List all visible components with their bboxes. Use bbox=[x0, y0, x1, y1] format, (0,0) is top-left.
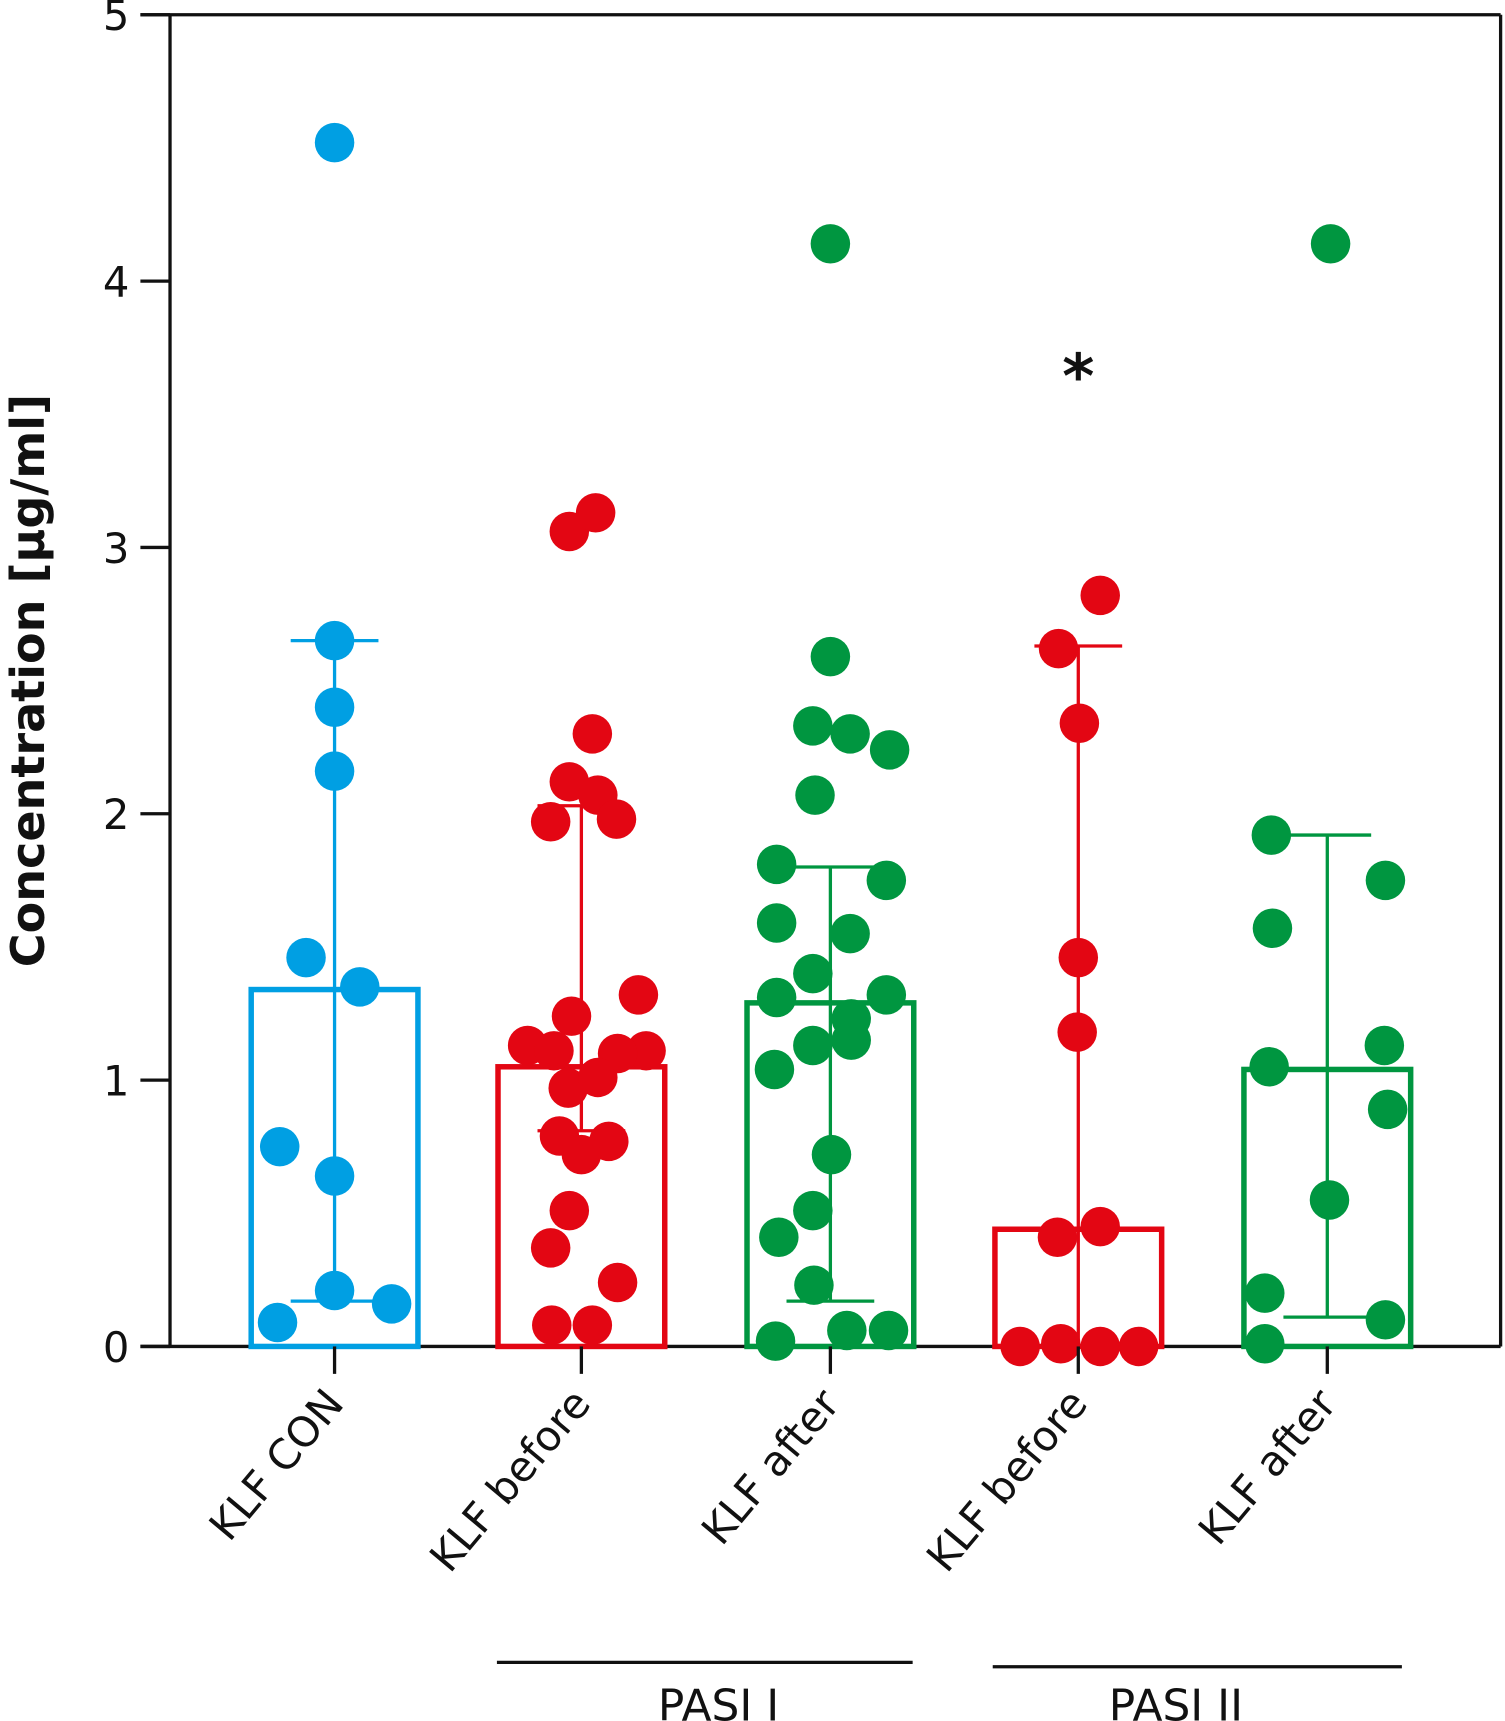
data-point bbox=[1038, 628, 1079, 669]
data-point bbox=[795, 775, 835, 815]
data-point bbox=[314, 122, 355, 163]
data-point bbox=[575, 493, 616, 533]
data-point bbox=[314, 1156, 355, 1196]
data-point bbox=[866, 975, 907, 1015]
data-point bbox=[831, 1020, 871, 1060]
data-point bbox=[866, 860, 907, 901]
data-point bbox=[811, 1134, 852, 1175]
data-point bbox=[314, 620, 355, 661]
data-point bbox=[754, 1049, 795, 1090]
data-point bbox=[1080, 1326, 1120, 1367]
data-point bbox=[1252, 908, 1293, 949]
data-point bbox=[1245, 1324, 1285, 1364]
data-point bbox=[257, 1302, 298, 1343]
data-point bbox=[794, 1265, 834, 1305]
data-point bbox=[1080, 1206, 1120, 1247]
data-point bbox=[759, 1217, 799, 1257]
data-point bbox=[1309, 1180, 1350, 1220]
x-tick-label: KLF after bbox=[1189, 1379, 1347, 1554]
data-point bbox=[530, 1228, 571, 1268]
y-tick-label: 4 bbox=[103, 257, 130, 306]
data-point bbox=[259, 1126, 300, 1167]
data-point bbox=[572, 1305, 613, 1345]
group-label-pasi-1: PASI I bbox=[658, 1680, 779, 1721]
data-point bbox=[810, 224, 851, 264]
data-point bbox=[530, 802, 571, 842]
data-point bbox=[286, 937, 326, 978]
data-point bbox=[756, 977, 797, 1018]
data-point bbox=[1037, 1217, 1078, 1257]
data-point bbox=[1365, 860, 1406, 901]
data-point bbox=[793, 953, 833, 994]
data-point bbox=[1059, 703, 1100, 743]
data-point bbox=[549, 1190, 590, 1231]
significance-asterisk: * bbox=[1062, 342, 1094, 413]
data-point bbox=[1365, 1300, 1406, 1340]
data-point bbox=[340, 967, 380, 1007]
data-point bbox=[572, 714, 613, 754]
x-tick-label: KLF before bbox=[420, 1380, 600, 1581]
data-point bbox=[830, 913, 870, 954]
data-point bbox=[1057, 1012, 1097, 1052]
data-point bbox=[548, 1068, 588, 1108]
data-point bbox=[371, 1284, 412, 1324]
data-point bbox=[793, 1190, 833, 1231]
data-point bbox=[1000, 1326, 1040, 1367]
data-point bbox=[1245, 1273, 1285, 1313]
x-tick-label: KLF CON bbox=[199, 1380, 353, 1550]
y-tick-label: 5 bbox=[103, 0, 130, 40]
data-point bbox=[1058, 937, 1099, 978]
data-point bbox=[578, 1057, 618, 1098]
data-point bbox=[626, 1031, 666, 1071]
data-point bbox=[830, 714, 870, 754]
data-point bbox=[561, 1134, 602, 1175]
data-point bbox=[1118, 1326, 1159, 1367]
data-point bbox=[827, 1310, 867, 1351]
data-point bbox=[551, 996, 592, 1036]
group-label-pasi-2: PASI II bbox=[1109, 1680, 1243, 1721]
data-point bbox=[314, 687, 355, 727]
y-tick-label: 2 bbox=[103, 790, 130, 839]
data-point bbox=[755, 1321, 796, 1361]
y-tick-label: 0 bbox=[103, 1323, 130, 1372]
data-point bbox=[1364, 1025, 1405, 1066]
data-point bbox=[1367, 1089, 1408, 1130]
data-point bbox=[810, 636, 851, 677]
data-point bbox=[597, 1262, 638, 1303]
data-point bbox=[596, 799, 637, 839]
data-point bbox=[868, 1310, 909, 1351]
y-tick-label: 3 bbox=[103, 524, 130, 573]
data-point bbox=[756, 903, 797, 943]
data-point bbox=[532, 1305, 572, 1345]
x-tick-label: KLF after bbox=[692, 1379, 850, 1554]
y-axis-label: Concentration [µg/ml] bbox=[1, 394, 55, 967]
data-point bbox=[869, 730, 910, 770]
x-tick-label: KLF before bbox=[917, 1380, 1097, 1581]
y-tick-label: 1 bbox=[103, 1056, 130, 1105]
data-point bbox=[314, 751, 355, 791]
data-point bbox=[314, 1270, 355, 1311]
data-point bbox=[793, 706, 833, 746]
data-point bbox=[1040, 1324, 1081, 1364]
data-point bbox=[793, 1025, 833, 1066]
data-point bbox=[1251, 815, 1292, 855]
data-point bbox=[1310, 224, 1351, 264]
data-point bbox=[618, 975, 659, 1015]
data-point bbox=[1249, 1047, 1289, 1087]
data-point bbox=[534, 1031, 574, 1071]
data-point bbox=[1080, 575, 1120, 616]
data-point bbox=[756, 844, 797, 885]
